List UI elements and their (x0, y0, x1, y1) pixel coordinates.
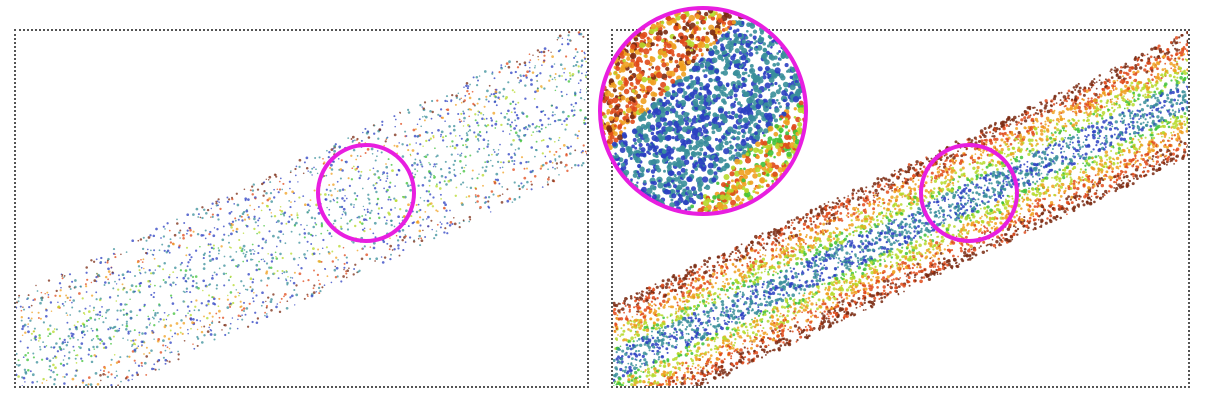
sparse-point-cloud-canvas (16, 31, 587, 386)
sparse-point-cloud-panel (14, 29, 589, 388)
dense-point-cloud-panel (611, 29, 1190, 388)
dense-point-cloud-canvas (613, 31, 1188, 386)
